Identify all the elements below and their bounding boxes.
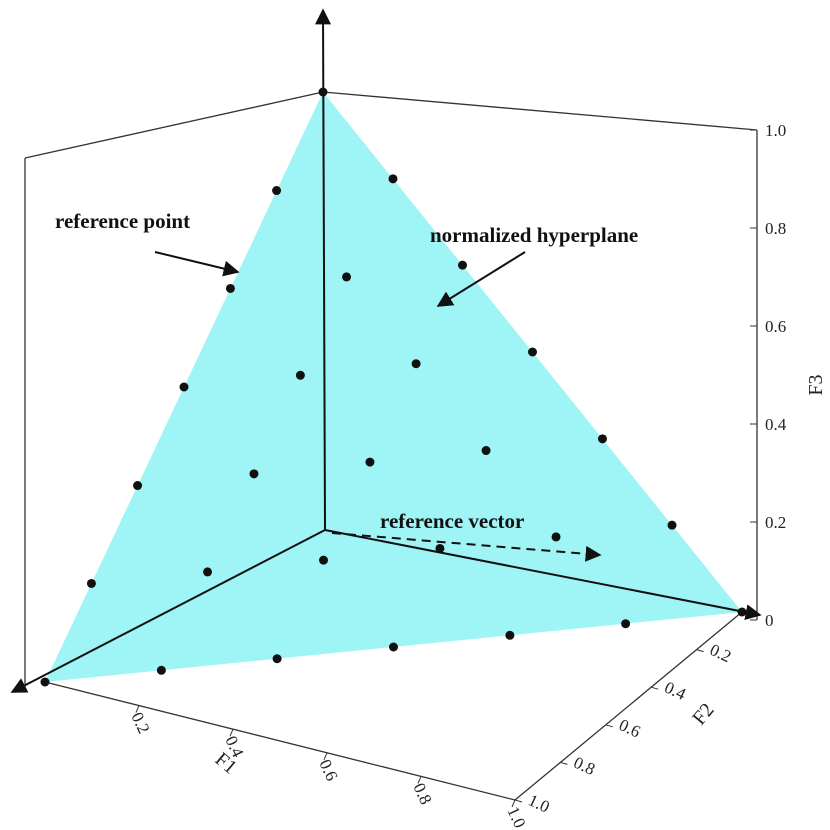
annotation-arrow bbox=[436, 251, 526, 307]
reference-point bbox=[295, 370, 305, 380]
axis bbox=[10, 529, 326, 693]
reference-point bbox=[737, 607, 747, 617]
reference-point bbox=[203, 567, 213, 577]
reference-point bbox=[458, 260, 468, 270]
reference-point bbox=[505, 630, 515, 640]
y-tick-label: 1.0 bbox=[525, 790, 552, 816]
tick-mark bbox=[651, 686, 659, 690]
z-tick-label: 0 bbox=[765, 611, 774, 630]
axis-label: F2 bbox=[688, 699, 718, 729]
annotation-arrow bbox=[154, 251, 240, 277]
axis bbox=[324, 529, 762, 621]
reference-point bbox=[318, 87, 328, 97]
annotation: normalized hyperplane bbox=[430, 223, 638, 247]
reference-point bbox=[528, 347, 537, 357]
reference-point bbox=[481, 446, 491, 456]
z-tick-label: 0.4 bbox=[765, 415, 787, 434]
reference-point bbox=[179, 382, 189, 392]
annotation: reference vector bbox=[380, 509, 524, 533]
x-tick-label: 0.6 bbox=[315, 756, 341, 783]
axis-label: F3 bbox=[805, 374, 827, 395]
reference-point bbox=[249, 469, 259, 479]
hyperplane bbox=[45, 92, 742, 682]
x-tick-label: 0.8 bbox=[409, 780, 435, 807]
reference-point bbox=[411, 359, 421, 369]
reference-point bbox=[342, 272, 352, 282]
annotation: reference point bbox=[55, 209, 190, 233]
reference-point bbox=[621, 619, 631, 629]
tick-mark bbox=[514, 799, 523, 803]
y-tick-label: 0.6 bbox=[616, 715, 643, 741]
reference-point bbox=[667, 520, 677, 530]
tick-mark bbox=[560, 761, 568, 765]
axis bbox=[315, 8, 332, 531]
reference-point bbox=[597, 434, 607, 444]
z-tick-label: 0.8 bbox=[765, 219, 786, 238]
reference-point bbox=[133, 481, 143, 491]
reference-point bbox=[156, 665, 166, 675]
reference-point bbox=[365, 457, 375, 467]
reference-point bbox=[225, 283, 235, 293]
reference-point bbox=[389, 642, 398, 652]
reference-point bbox=[388, 174, 398, 184]
reference-point bbox=[272, 186, 282, 196]
z-tick-label: 1.0 bbox=[765, 121, 786, 140]
y-tick-label: 0.2 bbox=[707, 640, 734, 666]
x-tick-label: 0.2 bbox=[127, 709, 153, 736]
reference-point bbox=[40, 677, 50, 687]
tick-mark bbox=[135, 705, 140, 713]
tick-mark bbox=[605, 724, 613, 728]
box bbox=[24, 91, 758, 801]
reference-point bbox=[319, 555, 329, 565]
z-tick-label: 0.2 bbox=[765, 513, 786, 532]
tick-mark bbox=[511, 799, 516, 808]
tick-mark bbox=[696, 649, 704, 653]
reference-point bbox=[272, 654, 282, 664]
z-tick-label: 0.6 bbox=[765, 317, 786, 336]
y-tick-label: 0.8 bbox=[571, 753, 598, 779]
reference-point bbox=[86, 578, 96, 588]
tick-mark bbox=[229, 729, 234, 737]
tick-mark bbox=[323, 752, 328, 760]
tick-mark bbox=[417, 776, 422, 784]
reference-point bbox=[551, 532, 561, 542]
reference-point bbox=[435, 543, 445, 553]
y-tick-label: 0.4 bbox=[662, 678, 690, 704]
